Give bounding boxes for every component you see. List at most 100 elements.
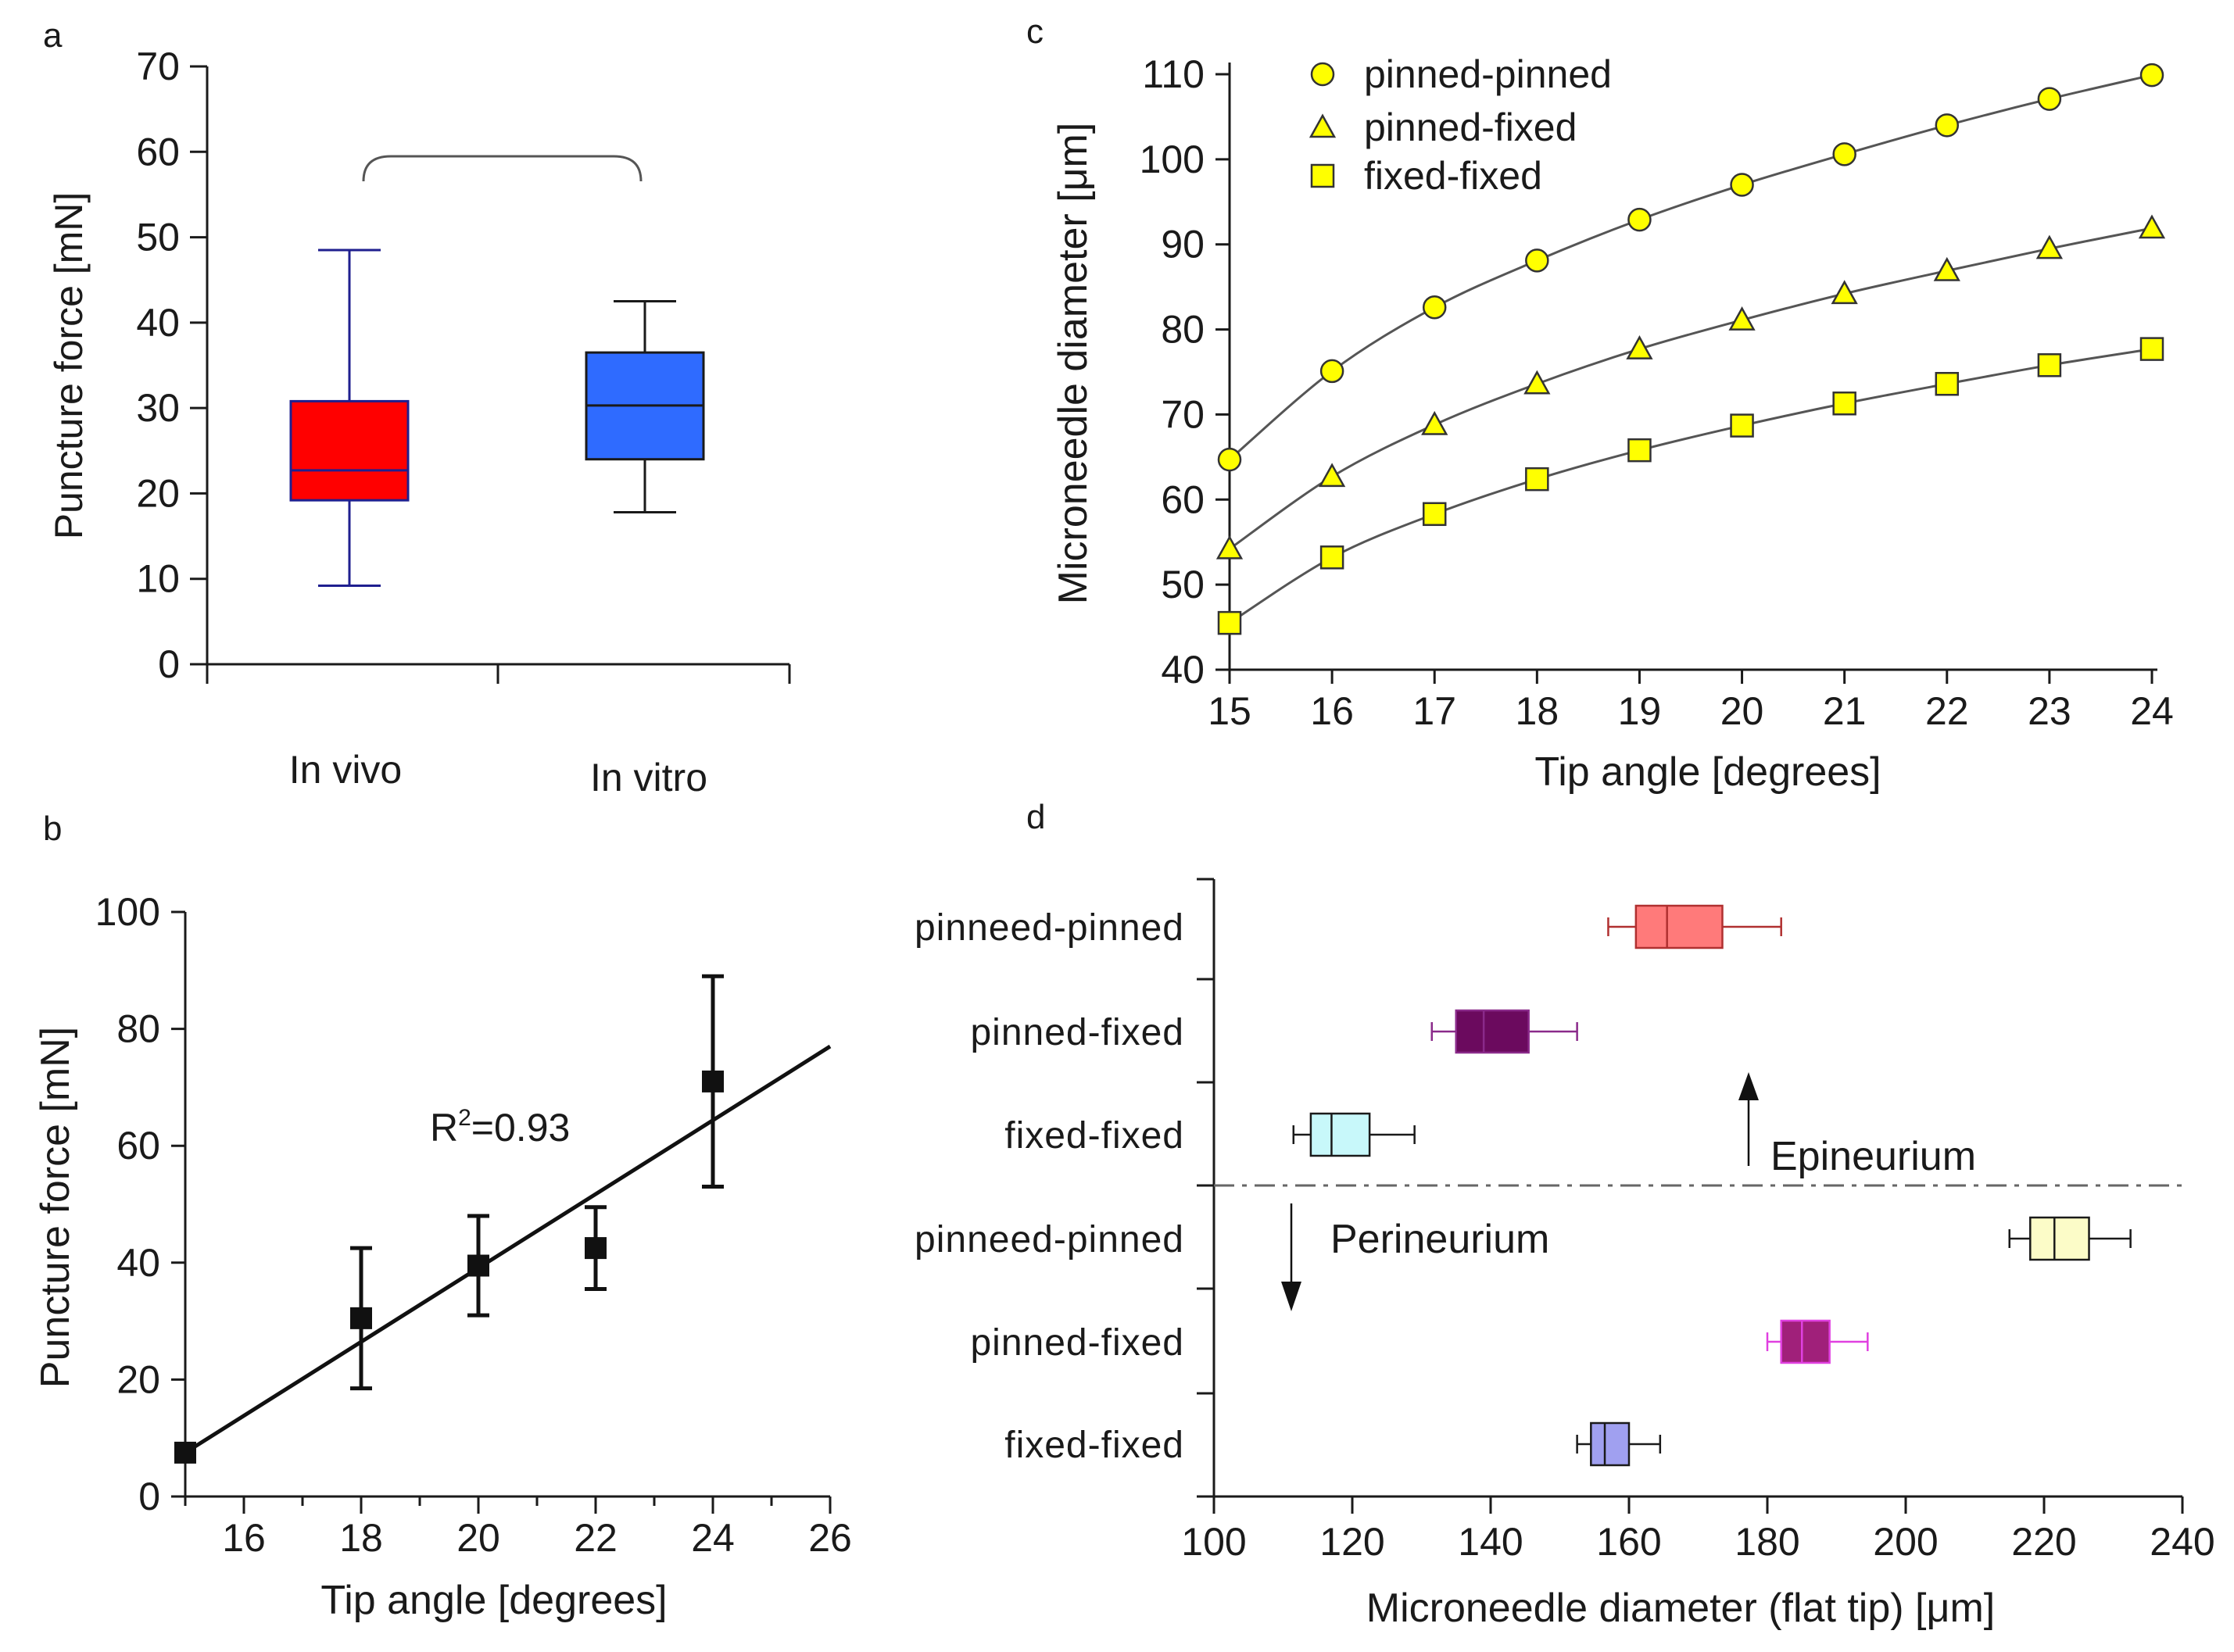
d-x-axis-label: Microneedle diameter (flat tip) [μm] [1366, 1586, 1995, 1631]
c-y-tick-label: 40 [1161, 648, 1205, 692]
c-series-line [1229, 348, 2153, 624]
b-y-tick-label: 80 [116, 1007, 160, 1051]
b-data-point [174, 1441, 196, 1464]
c-legend: pinned-pinned pinned-fixed fixed-fixed [1309, 52, 1612, 198]
a-comparison-bracket [362, 155, 643, 182]
d-box [1309, 1112, 1371, 1157]
a-y-tick-label: 10 [136, 557, 180, 601]
b-r2-annotation: R2=0.93 [430, 1105, 570, 1150]
a-y-tick-label: 30 [136, 386, 180, 430]
a-box [289, 399, 410, 502]
b-data-point [467, 1254, 489, 1277]
d-box [2029, 1216, 2090, 1261]
c-marker-triangle [1831, 280, 1858, 305]
b-y-tick-label: 20 [116, 1357, 160, 1401]
c-legend-label: fixed-fixed [1364, 154, 1542, 198]
c-marker-circle [1627, 207, 1652, 232]
c-marker-circle [1832, 142, 1856, 166]
c-marker-square [1525, 467, 1549, 492]
c-y-tick-label: 100 [1140, 138, 1205, 181]
c-marker-circle [1422, 295, 1447, 320]
c-marker-circle [1730, 173, 1754, 197]
panel-b: 0 20 40 60 80 100 16 18 20 22 24 26 R2=0.93 Tip ang… [33, 890, 852, 1623]
d-x-tick-label: 120 [1319, 1520, 1384, 1564]
c-y-tick-label: 110 [1142, 52, 1205, 96]
d-perineurium-label: Perineurium [1330, 1217, 1549, 1262]
c-marker-triangle [1933, 256, 1960, 281]
panel-a: 0 10 20 30 40 50 60 70 In vivo In vitro Punctur… [47, 45, 791, 799]
d-x-tick-label: 240 [2150, 1520, 2214, 1564]
c-marker-square [1319, 545, 1344, 570]
b-x-axis-label: Tip angle [degrees] [320, 1578, 667, 1623]
c-marker-square [1935, 371, 1960, 396]
b-x-tick-label: 22 [574, 1516, 618, 1560]
b-x-tick-label: 24 [691, 1516, 735, 1560]
panel-c: 40 50 60 70 80 90 100 110 15 16 17 18 19 20 21 22 23 24 T… [1051, 52, 2174, 795]
a-y-tick-label: 50 [136, 216, 180, 259]
c-x-axis-label: Tip angle [degrees] [1534, 749, 1881, 795]
a-y-axis-label: Puncture force [mN] [47, 192, 91, 540]
b-y-tick-label: 0 [138, 1475, 160, 1518]
c-marker-square [1310, 163, 1335, 188]
c-marker-square [1627, 438, 1652, 463]
d-box [1590, 1421, 1631, 1467]
c-y-tick-label: 80 [1161, 308, 1205, 352]
d-row-label: pinned-fixed [970, 1322, 1184, 1364]
c-marker-triangle [2035, 234, 2064, 259]
c-series-line [1229, 73, 2153, 461]
a-category-label: In vitro [590, 756, 707, 799]
d-up-arrow-head [1738, 1072, 1759, 1100]
c-y-axis-label: Microneedle diameter [μm] [1051, 123, 1096, 605]
d-box [1780, 1319, 1831, 1364]
b-y-tick-label: 40 [116, 1241, 160, 1285]
panel-label-c: c [1026, 13, 1044, 51]
c-marker-circle [1319, 359, 1344, 384]
b-x-tick-label: 26 [808, 1516, 852, 1560]
panel-d: 100 120 140 160 180 200 220 240 pinneed-pinned p… [915, 878, 2215, 1631]
c-marker-triangle [1215, 535, 1244, 560]
c-marker-triangle [1421, 410, 1448, 435]
c-marker-circle [1525, 249, 1549, 273]
d-x-tick-label: 140 [1458, 1520, 1523, 1564]
d-down-arrow-head [1281, 1282, 1301, 1311]
c-marker-circle [1935, 113, 1960, 138]
c-marker-triangle [1523, 370, 1551, 395]
c-x-tick-label: 22 [1925, 689, 1969, 733]
c-series-line [1229, 227, 2153, 550]
d-x-tick-label: 200 [1873, 1520, 1938, 1564]
a-y-tick-label: 20 [136, 471, 180, 515]
c-marker-circle [1217, 447, 1242, 472]
a-y-tick-label: 60 [136, 130, 180, 173]
c-y-tick-label: 60 [1161, 477, 1205, 521]
b-fit-line [184, 1044, 832, 1455]
c-marker-circle [2139, 63, 2164, 88]
a-y-tick-label: 40 [136, 301, 180, 345]
panel-label-b: b [43, 810, 62, 848]
c-x-tick-label: 16 [1310, 689, 1354, 733]
d-x-tick-label: 180 [1735, 1520, 1799, 1564]
c-marker-triangle [2138, 214, 2166, 239]
d-x-tick-label: 100 [1181, 1520, 1246, 1564]
a-y-tick-label: 70 [136, 45, 180, 88]
d-row-label: fixed-fixed [1004, 1115, 1184, 1157]
c-marker-square [2139, 337, 2164, 361]
c-marker-circle [1310, 62, 1335, 87]
d-row-label: pinneed-pinned [915, 1219, 1184, 1260]
c-x-tick-label: 18 [1516, 689, 1559, 733]
c-x-tick-label: 20 [1720, 689, 1764, 733]
a-y-tick-label: 0 [158, 642, 180, 686]
b-x-tick-label: 20 [456, 1516, 500, 1560]
c-y-tick-label: 70 [1161, 392, 1205, 436]
c-legend-label: pinned-pinned [1364, 52, 1612, 96]
c-x-tick-label: 15 [1208, 689, 1251, 733]
b-data-point [350, 1307, 372, 1329]
b-y-tick-label: 100 [95, 890, 160, 934]
c-marker-triangle [1318, 463, 1346, 488]
b-data-point [702, 1070, 724, 1092]
b-x-tick-label: 16 [222, 1516, 266, 1560]
d-x-tick-label: 220 [2011, 1520, 2076, 1564]
c-y-tick-label: 50 [1161, 563, 1205, 606]
d-epineurium-label: Epineurium [1770, 1134, 1976, 1179]
a-category-label: In vivo [289, 748, 403, 792]
